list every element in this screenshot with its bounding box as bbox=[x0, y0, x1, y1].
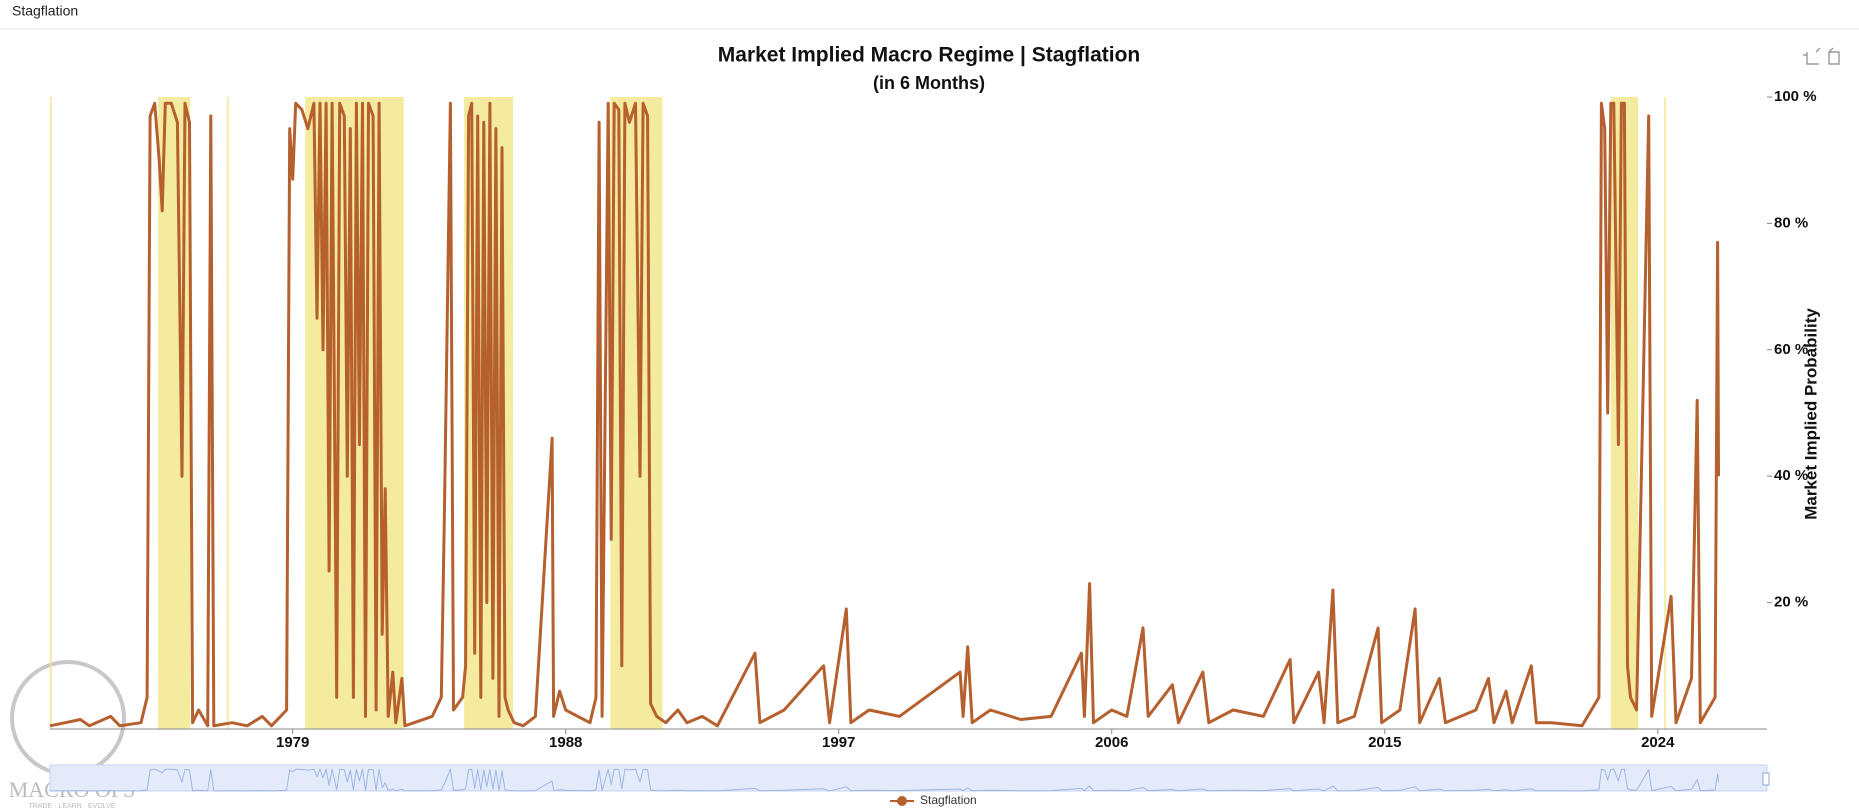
x-tick-label: 2015 bbox=[1368, 734, 1401, 751]
y-tick-label: 80 % bbox=[1774, 214, 1808, 231]
logo-tagline: TRADE · LEARN · EVOLVE bbox=[28, 803, 115, 810]
regime-band bbox=[226, 97, 229, 729]
x-tick-label: 2024 bbox=[1641, 734, 1675, 751]
restore-icon[interactable] bbox=[1828, 47, 1840, 65]
series-line bbox=[49, 101, 1720, 728]
y-tick-label: 100 % bbox=[1774, 88, 1817, 105]
x-tick-label: 1997 bbox=[822, 734, 855, 751]
x-tick-label: 1979 bbox=[276, 734, 309, 751]
y-tick-label: 40 % bbox=[1774, 467, 1808, 484]
y-axis-title: Market Implied Probability bbox=[1801, 308, 1820, 520]
zoom-icon[interactable] bbox=[1803, 47, 1821, 65]
navigator-line bbox=[49, 768, 1719, 792]
chart-subtitle: (in 6 Months) bbox=[873, 73, 985, 93]
tab-title[interactable]: Stagflation bbox=[12, 3, 78, 19]
navigator-bg bbox=[49, 764, 1768, 792]
x-tick-label: 1988 bbox=[549, 734, 582, 751]
y-tick-label: 60 % bbox=[1774, 341, 1808, 358]
regime-band bbox=[1664, 97, 1666, 729]
y-tick-label: 20 % bbox=[1774, 594, 1808, 611]
chart-title: Market Implied Macro Regime | Stagflatio… bbox=[718, 44, 1140, 67]
x-tick-label: 2006 bbox=[1095, 734, 1128, 751]
toolbox bbox=[1803, 47, 1840, 65]
navigator-handle[interactable] bbox=[1762, 772, 1770, 786]
legend-marker bbox=[897, 796, 907, 806]
legend-label[interactable]: Stagflation bbox=[920, 793, 977, 807]
regime-band bbox=[50, 97, 52, 729]
